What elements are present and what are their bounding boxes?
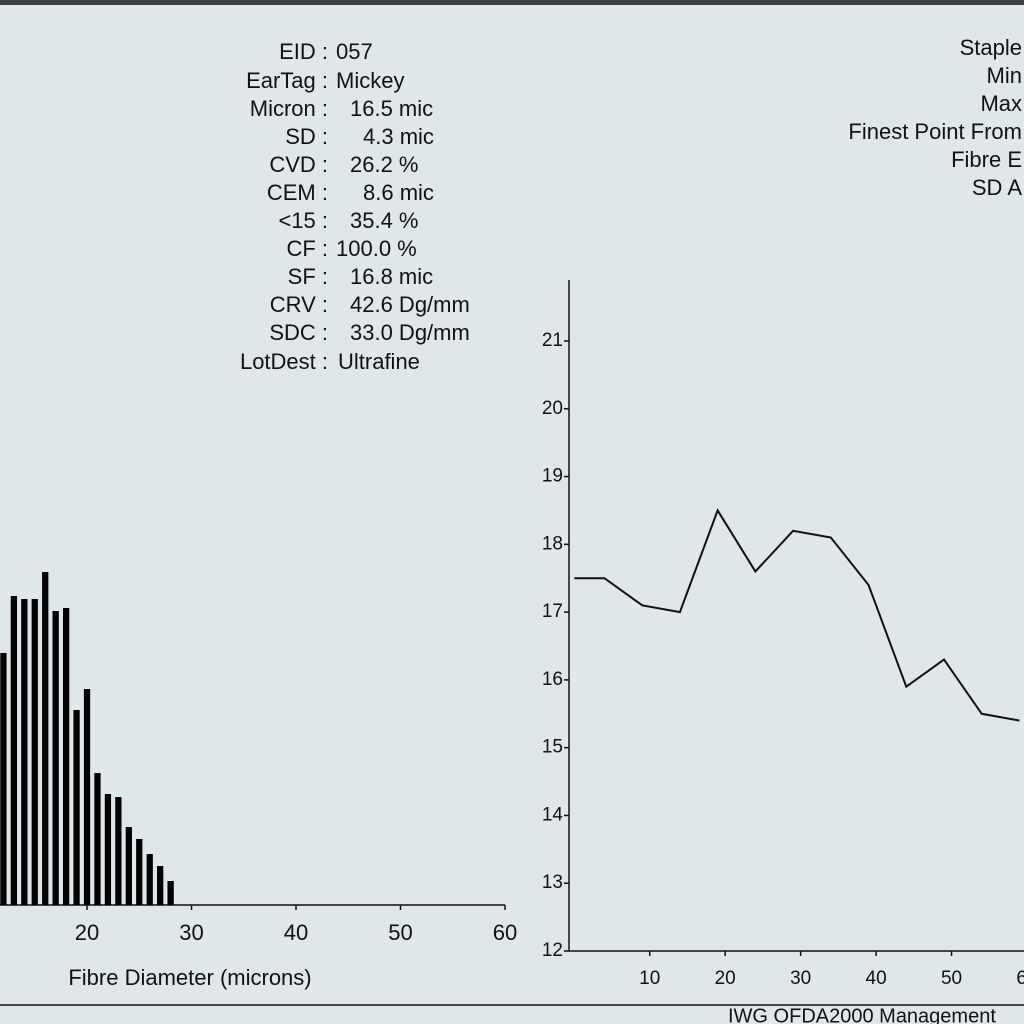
bar: [157, 866, 164, 905]
stat-value: 16.5 mic: [350, 96, 433, 121]
footer: IWG OFDA2000 Management: [728, 1005, 996, 1024]
bar: [62, 608, 70, 905]
bar: [52, 611, 59, 905]
stat-label: LotDest :: [240, 349, 328, 374]
x-tick-label: 60: [493, 920, 517, 945]
right-stat-label: Fibre E: [951, 147, 1022, 172]
bar: [94, 773, 101, 905]
stat-value: Mickey: [336, 68, 404, 93]
y-tick-label: 19: [542, 466, 563, 487]
stat-value: 4.3 mic: [363, 124, 434, 149]
stat-value: 16.8 mic: [350, 264, 433, 289]
stat-value: 8.6 mic: [363, 180, 434, 205]
x-tick-label: 10: [639, 968, 660, 989]
stat-label: CRV :: [270, 292, 328, 317]
right-stat-label: Staple: [960, 35, 1022, 60]
stat-label: <15 :: [278, 208, 328, 233]
x-tick-label: 20: [715, 968, 736, 989]
stat-value: Ultrafine: [338, 349, 420, 374]
y-tick-label: 17: [542, 601, 563, 622]
stat-value: 100.0 %: [336, 236, 417, 261]
stat-value: 42.6 Dg/mm: [350, 292, 470, 317]
bar: [83, 689, 91, 905]
stat-value: 33.0 Dg/mm: [350, 320, 470, 345]
stat-label: SD :: [285, 124, 328, 149]
stat-label: EarTag :: [246, 68, 328, 93]
bar: [21, 599, 28, 905]
stat-label: CVD :: [269, 152, 328, 177]
x-tick-label: 50: [388, 920, 412, 945]
bar: [42, 572, 49, 905]
stat-label: CF :: [286, 236, 328, 261]
bar: [0, 653, 7, 905]
stat-value: 26.2 %: [350, 152, 419, 177]
stat-label: Micron :: [250, 96, 328, 121]
y-tick-label: 12: [542, 940, 563, 961]
x-tick-label: 60: [1016, 968, 1024, 989]
y-tick-label: 21: [542, 330, 563, 351]
bar: [31, 599, 38, 905]
y-tick-label: 20: [542, 398, 563, 419]
right-stat-label: Max: [980, 91, 1022, 116]
right-stat-label: Min: [987, 63, 1022, 88]
x-tick-label: 40: [284, 920, 308, 945]
x-tick-label: 40: [866, 968, 887, 989]
bar: [167, 881, 174, 905]
stat-label: SDC :: [269, 320, 328, 345]
right-stat-label: Finest Point From: [848, 119, 1022, 144]
y-tick-label: 16: [542, 669, 563, 690]
y-tick-label: 15: [542, 737, 563, 758]
stat-label: CEM :: [267, 180, 328, 205]
x-tick-label: 30: [790, 968, 811, 989]
y-tick-label: 14: [542, 804, 564, 825]
bar: [115, 797, 122, 905]
stat-value: 057: [336, 39, 373, 64]
stat-label: EID :: [279, 39, 328, 64]
right-stat-label: SD A: [972, 175, 1022, 200]
bar: [146, 854, 153, 905]
x-tick-label: 30: [179, 920, 203, 945]
bar: [136, 839, 143, 905]
y-tick-label: 18: [542, 533, 563, 554]
stat-value: 35.4 %: [350, 208, 419, 233]
bar: [10, 596, 18, 905]
stat-label: SF :: [288, 264, 328, 289]
bar: [125, 827, 132, 905]
bar: [104, 794, 112, 905]
x-axis-label: Fibre Diameter (microns): [68, 965, 311, 990]
data-line: [574, 508, 1020, 722]
top-bezel: [0, 0, 1024, 5]
bar: [73, 710, 80, 905]
y-tick-label: 13: [542, 872, 563, 893]
x-tick-label: 20: [75, 920, 99, 945]
x-tick-label: 50: [941, 968, 962, 989]
